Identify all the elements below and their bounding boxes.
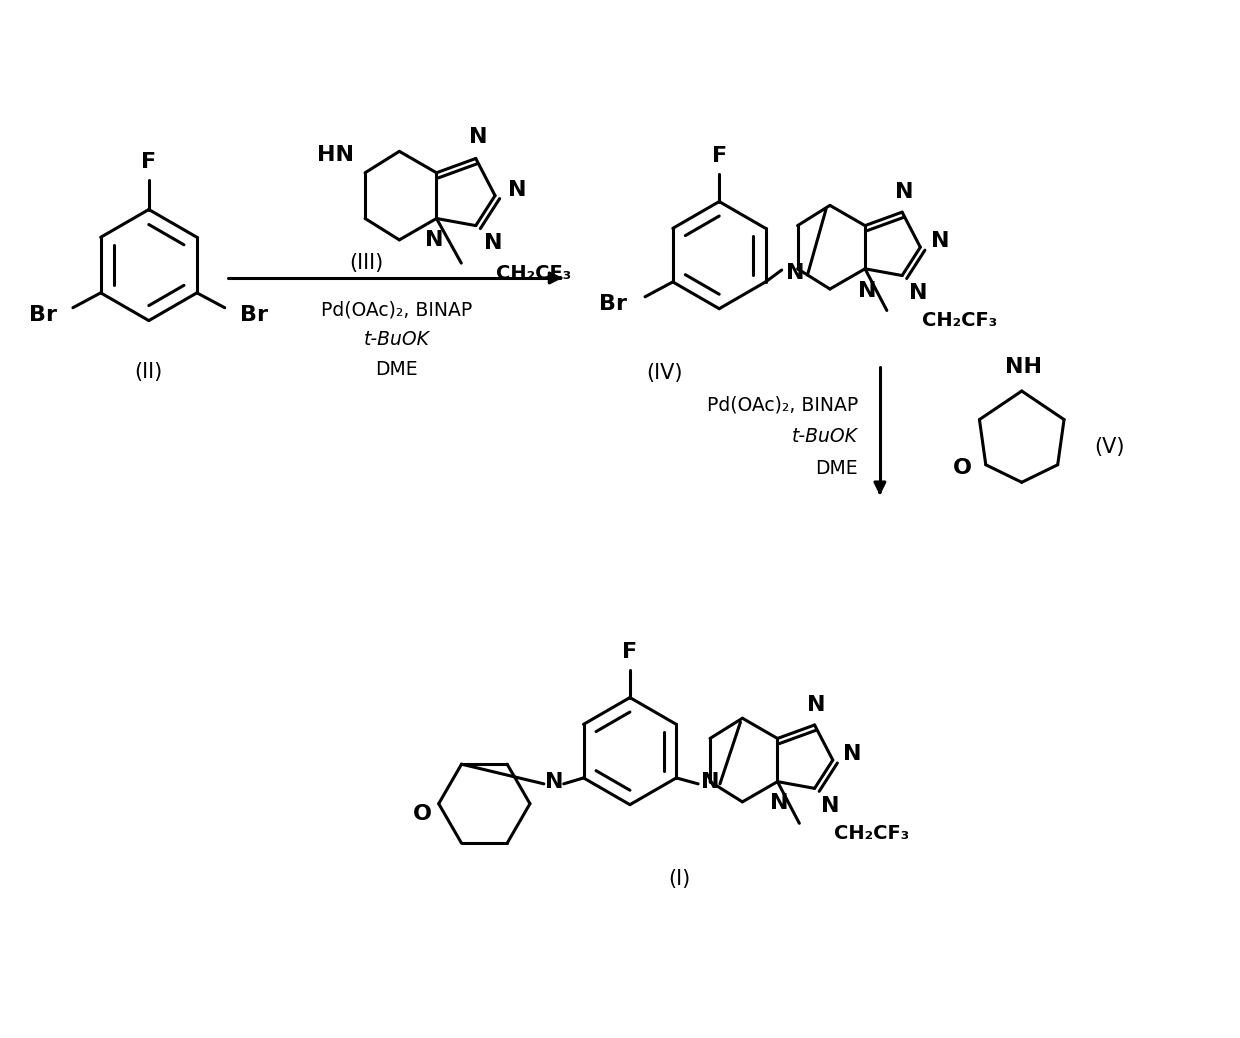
Text: (III): (III) [350,253,383,273]
Text: Pd(OAc)₂, BINAP: Pd(OAc)₂, BINAP [321,300,472,320]
Text: Br: Br [241,305,268,325]
Text: N: N [425,230,444,250]
Text: (IV): (IV) [646,363,683,383]
Text: N: N [909,283,928,303]
Text: N: N [807,695,826,715]
Text: CH₂CF₃: CH₂CF₃ [496,264,572,282]
Text: F: F [622,641,637,662]
Text: N: N [701,772,719,792]
Text: (I): (I) [668,869,691,890]
Text: N: N [895,183,914,202]
Text: N: N [485,234,503,253]
Text: Br: Br [599,294,627,313]
Text: O: O [413,803,433,823]
Text: (II): (II) [135,362,162,382]
Text: N: N [843,744,862,764]
Text: CH₂CF₃: CH₂CF₃ [921,310,997,330]
Text: DME: DME [816,459,858,477]
Text: N: N [931,231,950,251]
Text: HN: HN [316,145,353,165]
Text: F: F [141,152,156,172]
Text: (V): (V) [1094,437,1125,457]
Text: N: N [544,772,563,792]
Text: N: N [821,796,839,816]
Text: DME: DME [376,360,418,379]
Text: CH₂CF₃: CH₂CF₃ [835,824,909,843]
Text: N: N [507,180,526,199]
Text: N: N [469,127,487,146]
Text: NH: NH [1006,357,1043,377]
Text: N: N [770,793,789,814]
Text: O: O [952,459,972,479]
Text: N: N [858,280,877,301]
Text: Br: Br [30,305,57,325]
Text: Pd(OAc)₂, BINAP: Pd(OAc)₂, BINAP [707,395,858,414]
Text: F: F [712,146,727,166]
Text: t-BuOK: t-BuOK [363,330,430,349]
Text: t-BuOK: t-BuOK [792,428,858,446]
Text: N: N [786,263,805,283]
